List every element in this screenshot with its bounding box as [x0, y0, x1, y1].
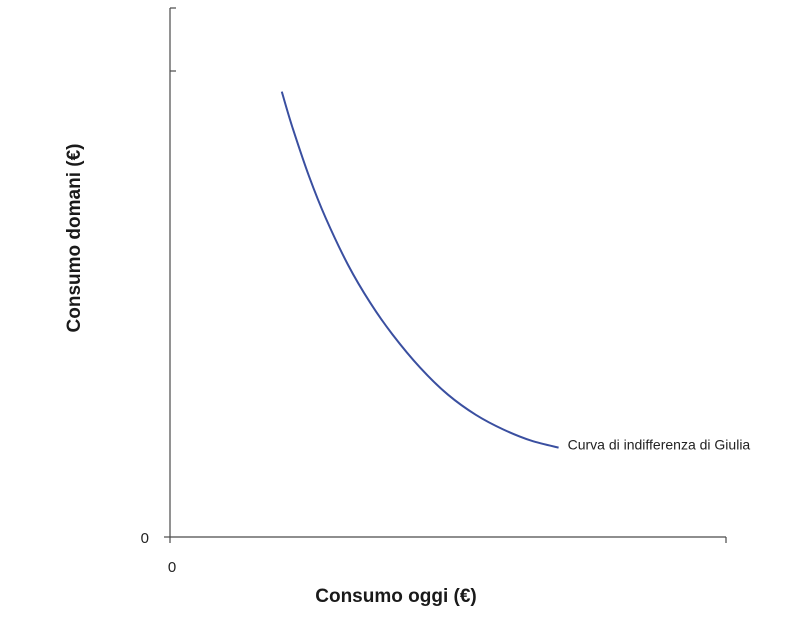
x-axis-tick-label-0: 0	[168, 559, 176, 576]
x-axis-title: Consumo oggi (€)	[315, 586, 476, 607]
indifference-curve-line	[280, 91, 559, 449]
y-axis-title: Consumo domani (€)	[64, 144, 85, 333]
y-axis-tick-label-0: 0	[141, 530, 149, 547]
indifference-curve-label: Curva di indifferenza di Giulia	[568, 437, 751, 453]
